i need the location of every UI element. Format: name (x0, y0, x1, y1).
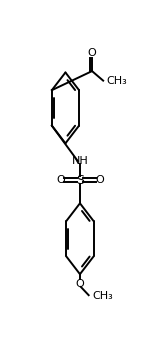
Text: CH₃: CH₃ (107, 76, 127, 86)
Text: NH: NH (72, 156, 88, 166)
Text: O: O (56, 175, 65, 185)
Text: S: S (76, 173, 84, 187)
Text: O: O (88, 48, 96, 58)
Text: CH₃: CH₃ (92, 291, 113, 301)
Text: O: O (76, 279, 84, 289)
Text: O: O (95, 175, 104, 185)
